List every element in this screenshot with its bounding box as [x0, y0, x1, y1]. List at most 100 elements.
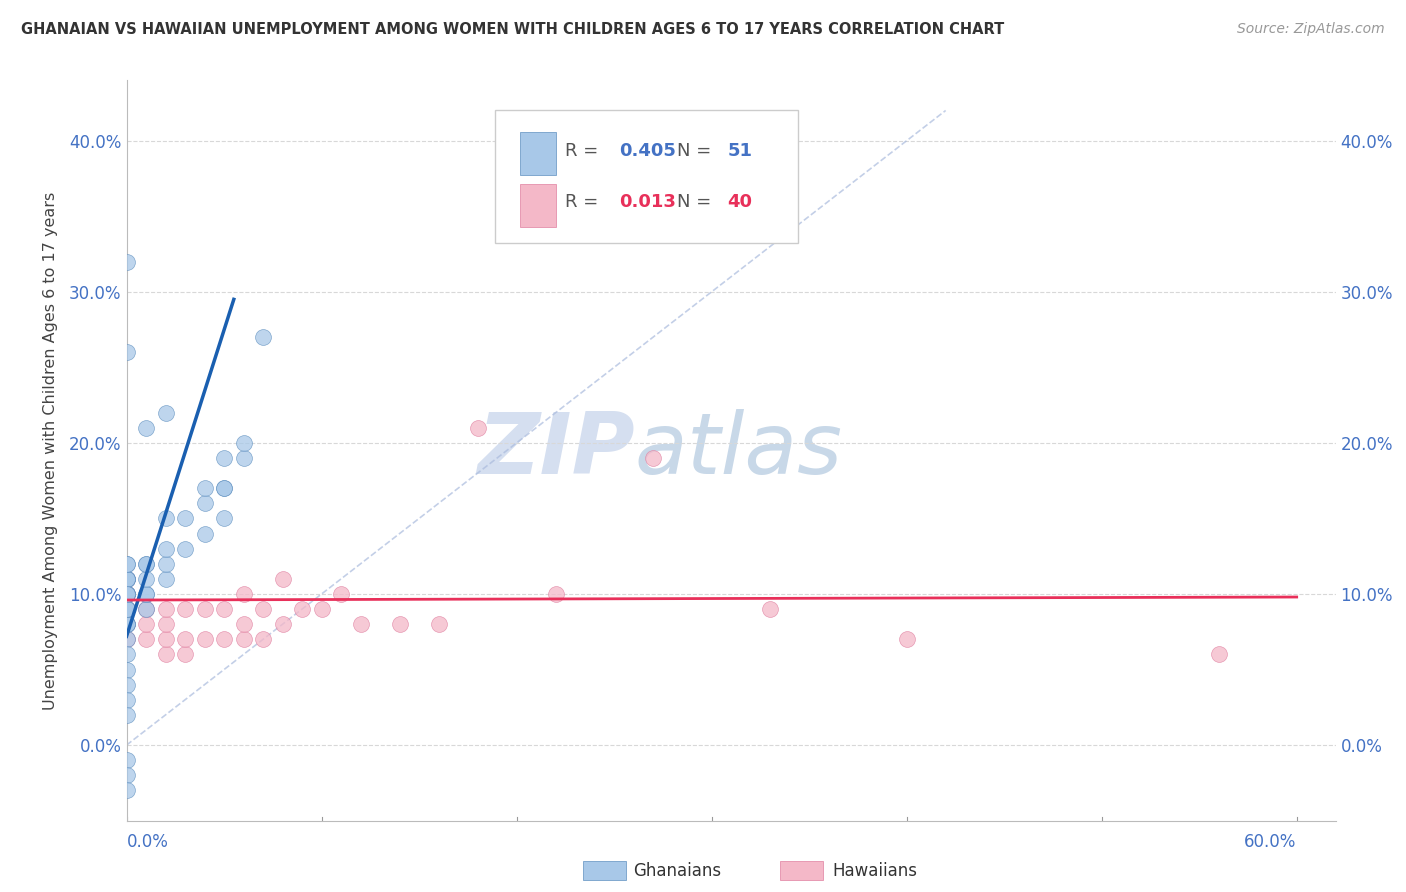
Point [115, 617, 138, 632]
Point [115, 572, 138, 586]
Point [115, 587, 138, 601]
Point [115, 587, 138, 601]
Point [115, 617, 138, 632]
Point [155, 632, 177, 647]
Point [544, 587, 567, 601]
Point [271, 572, 294, 586]
Point [115, 587, 138, 601]
Point [155, 617, 177, 632]
Point [115, 345, 138, 359]
Text: 51: 51 [727, 142, 752, 160]
Point [896, 632, 918, 647]
Point [135, 587, 157, 601]
Point [155, 602, 177, 616]
Point [115, 602, 138, 616]
Point [174, 632, 197, 647]
Point [311, 602, 333, 616]
Point [291, 602, 314, 616]
Point [155, 511, 177, 525]
Point [115, 617, 138, 632]
FancyBboxPatch shape [495, 110, 797, 244]
Point [388, 617, 411, 632]
Point [115, 557, 138, 571]
Point [174, 648, 197, 662]
Point [232, 436, 254, 450]
Point [115, 648, 138, 662]
Point [135, 602, 157, 616]
Point [115, 602, 138, 616]
Text: 60.0%: 60.0% [1244, 833, 1296, 851]
Point [115, 617, 138, 632]
FancyBboxPatch shape [520, 184, 555, 227]
Text: N =: N = [676, 142, 717, 160]
Y-axis label: Unemployment Among Women with Children Ages 6 to 17 years: Unemployment Among Women with Children A… [44, 192, 58, 709]
Text: R =: R = [565, 194, 605, 211]
Point [193, 526, 215, 541]
Point [212, 481, 235, 495]
Point [212, 511, 235, 525]
Point [193, 481, 215, 495]
Text: N =: N = [676, 194, 717, 211]
Point [643, 450, 665, 465]
Text: atlas: atlas [634, 409, 842, 492]
Point [115, 587, 138, 601]
Point [135, 421, 157, 435]
Point [212, 632, 235, 647]
Point [135, 557, 157, 571]
Point [115, 783, 138, 797]
Point [115, 572, 138, 586]
Text: R =: R = [565, 142, 605, 160]
Point [155, 557, 177, 571]
Point [115, 572, 138, 586]
Point [174, 511, 197, 525]
Point [252, 602, 274, 616]
Point [135, 632, 157, 647]
Point [155, 572, 177, 586]
Point [115, 692, 138, 706]
Text: 0.0%: 0.0% [127, 833, 169, 851]
Point [252, 632, 274, 647]
Point [212, 481, 235, 495]
Point [115, 632, 138, 647]
Point [232, 587, 254, 601]
Point [135, 572, 157, 586]
Text: GHANAIAN VS HAWAIIAN UNEMPLOYMENT AMONG WOMEN WITH CHILDREN AGES 6 TO 17 YEARS C: GHANAIAN VS HAWAIIAN UNEMPLOYMENT AMONG … [21, 22, 1004, 37]
Point [115, 587, 138, 601]
Text: 40: 40 [727, 194, 752, 211]
Point [115, 632, 138, 647]
Point [193, 496, 215, 510]
Point [271, 617, 294, 632]
Point [115, 663, 138, 677]
Point [115, 678, 138, 692]
FancyBboxPatch shape [520, 132, 555, 175]
Point [115, 707, 138, 722]
Point [759, 602, 782, 616]
Point [1208, 648, 1230, 662]
Point [252, 330, 274, 344]
Point [115, 587, 138, 601]
Point [212, 450, 235, 465]
Point [115, 753, 138, 767]
Point [115, 587, 138, 601]
Point [330, 587, 353, 601]
Point [155, 541, 177, 556]
Point [135, 602, 157, 616]
Point [115, 572, 138, 586]
Text: 0.013: 0.013 [619, 194, 675, 211]
Point [174, 541, 197, 556]
Point [467, 421, 489, 435]
Text: Hawaiians: Hawaiians [832, 862, 917, 880]
Text: 0.405: 0.405 [619, 142, 675, 160]
Point [174, 602, 197, 616]
Point [232, 617, 254, 632]
Point [115, 587, 138, 601]
Point [193, 632, 215, 647]
Point [135, 587, 157, 601]
Point [115, 602, 138, 616]
Point [115, 602, 138, 616]
Text: Source: ZipAtlas.com: Source: ZipAtlas.com [1237, 22, 1385, 37]
Point [115, 602, 138, 616]
Point [115, 557, 138, 571]
Point [115, 602, 138, 616]
Point [212, 602, 235, 616]
